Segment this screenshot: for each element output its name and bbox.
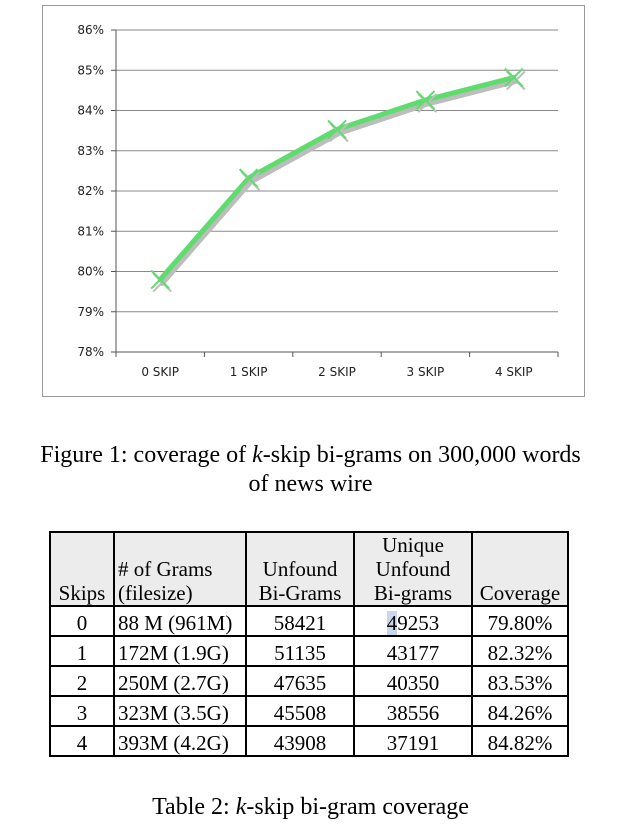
header-grams: # of Grams (filesize) [113,531,247,607]
x-tick-label: 0 SKIP [141,365,179,379]
cell-grams: 172M (1.9G) [113,635,247,667]
y-tick-label: 78% [77,345,104,359]
cell-unique-unfound: 40350 [353,665,473,697]
chart-frame: 78% 79% 80% 81% 82% 83% 84% 85% 86% 0 SKIP 1 SKIP… [42,5,585,397]
figure-caption-suffix: -skip bi-grams on 300,000 words [262,442,581,468]
table-row: 3 323M (3.5G) 45508 38556 84.26% [49,695,569,727]
table-caption-prefix: Table 2: [152,794,236,820]
x-tick-label: 1 SKIP [230,365,268,379]
text-selection-highlight: 4 [386,611,398,635]
table-row: 1 172M (1.9G) 51135 43177 82.32% [49,635,569,667]
cell-grams: 250M (2.7G) [113,665,247,697]
series-line-shadow [159,78,519,287]
cell-coverage: 84.82% [471,725,569,757]
series-line [157,74,517,283]
table-caption-suffix: -skip bi-gram coverage [246,794,469,820]
header-unique-unfound: Unique Unfound Bi-grams [353,531,473,607]
cell-unique-unfound: 43177 [353,635,473,667]
cell-skips: 0 [49,605,115,637]
header-coverage: Coverage [471,531,569,607]
table-caption: Table 2: k-skip bi-gram coverage [0,793,621,822]
marker-stroke [415,90,436,110]
figure-caption: Figure 1: coverage of k-skip bi-grams on… [0,441,621,499]
data-point-marker [327,119,349,143]
cell-unfound: 58421 [245,605,355,637]
cell-skips: 1 [49,635,115,667]
y-tick-label: 80% [77,265,104,279]
cell-unique-unfound: 38556 [353,695,473,727]
header-skips: Skips [49,531,115,607]
coverage-table: Skips # of Grams (filesize) Unfound Bi-Gra… [49,531,569,757]
data-point-marker [238,168,261,191]
cell-grams: 393M (4.2G) [113,725,247,757]
cell-unfound: 43908 [245,725,355,757]
y-tick-label: 84% [77,104,104,118]
cell-grams: 323M (3.5G) [113,695,247,727]
cell-unique-unfound: 37191 [353,725,473,757]
figure-caption-emph: k [252,442,263,468]
marker-stroke [327,119,347,140]
table-row: 4 393M (4.2G) 43908 37191 84.82% [49,725,569,757]
x-tick-label: 2 SKIP [318,365,356,379]
header-unfound: Unfound Bi-Grams [245,531,355,607]
x-tick-label: 4 SKIP [495,365,533,379]
data-point-marker [150,269,172,293]
cell-unfound: 51135 [245,635,355,667]
table-header-row: Skips # of Grams (filesize) Unfound Bi-Gra… [49,531,569,607]
cell-unfound: 45508 [245,695,355,727]
data-point-marker [415,90,438,113]
cell-unique-value: 9253 [397,611,440,635]
y-tick-label: 79% [77,305,104,319]
data-point-marker [504,67,526,91]
marker-stroke [150,269,170,290]
cell-skips: 2 [49,665,115,697]
table-row: 0 88 M (961M) 58421 49253 79.80% [49,605,569,637]
y-tick-label: 81% [77,224,104,238]
cell-coverage: 84.26% [471,695,569,727]
y-tick-label: 83% [77,144,104,158]
marker-stroke [504,67,524,88]
cell-unique-unfound: 49253 [353,605,473,637]
cell-grams: 88 M (961M) [113,605,247,637]
figure-caption-line2: of news wire [248,471,373,497]
figure-caption-prefix: Figure 1: coverage of [40,442,253,468]
cell-coverage: 83.53% [471,665,569,697]
cell-coverage: 82.32% [471,635,569,667]
coverage-line-chart: 78% 79% 80% 81% 82% 83% 84% 85% 86% 0 SKIP 1 SKIP… [77,23,559,379]
cell-coverage: 79.80% [471,605,569,637]
table-row: 2 250M (2.7G) 47635 40350 83.53% [49,665,569,697]
y-tick-label: 82% [77,184,104,198]
cell-unfound: 47635 [245,665,355,697]
table-caption-emph: k [235,794,247,820]
y-tick-label: 85% [77,63,104,77]
cell-skips: 4 [49,725,115,757]
y-tick-label: 86% [77,23,104,37]
x-tick-label: 3 SKIP [407,365,445,379]
marker-stroke [238,168,259,188]
cell-skips: 3 [49,695,115,727]
